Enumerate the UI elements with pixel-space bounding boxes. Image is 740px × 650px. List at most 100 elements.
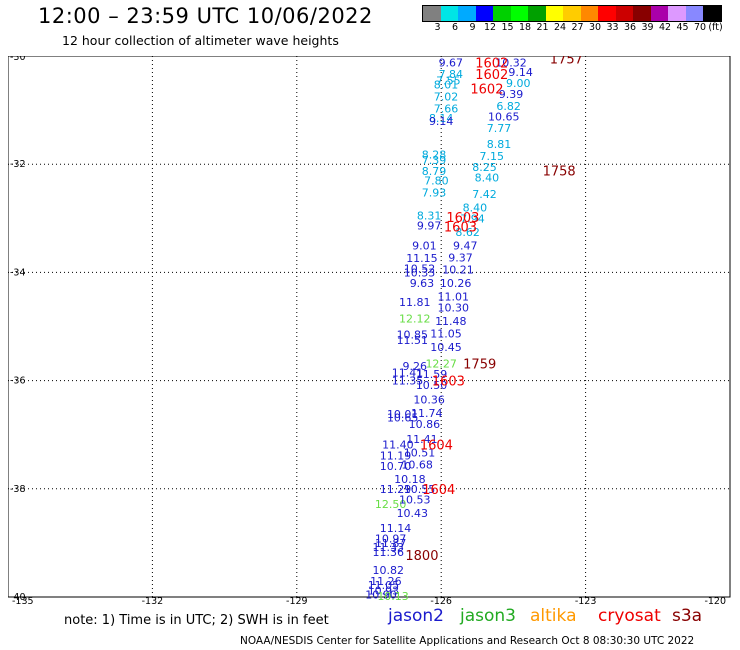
wave-height-value: 8.40	[463, 201, 488, 214]
color-swatch	[615, 6, 633, 21]
wave-height-value: 10.50	[416, 379, 448, 392]
color-swatch	[440, 6, 458, 21]
color-scale-label: 39	[641, 22, 654, 33]
wave-height-value: 8.31	[417, 210, 442, 223]
wave-height-value: 8.62	[455, 226, 480, 239]
page-subtitle: 12 hour collection of altimeter wave hei…	[62, 33, 339, 48]
color-scale-label: 45	[676, 22, 689, 33]
latitude-tick-label: -32	[10, 159, 26, 170]
color-scale-label: 30	[588, 22, 602, 33]
wave-height-value: 12.27	[425, 357, 457, 370]
color-swatch	[668, 6, 686, 21]
pass-time-labels: 1602160216021757175816031603175916031604…	[405, 56, 582, 564]
pass-time-value: 1800	[405, 549, 438, 564]
wave-height-value: 10.21	[442, 264, 474, 277]
color-swatch	[545, 6, 563, 21]
wave-height-value: 11.87	[375, 537, 407, 550]
wave-height-value: 7.55	[436, 74, 461, 87]
wave-height-value: 10.26	[440, 277, 472, 290]
legend-item-cryosat: cryosat	[598, 606, 661, 626]
wave-height-value: 10.97	[375, 533, 407, 546]
wave-height-value: 9.63	[410, 277, 435, 290]
pass-time-value: 1758	[543, 165, 576, 180]
wave-height-value: 10.65	[387, 411, 419, 424]
pass-time-value: 1603	[432, 375, 465, 390]
pass-time-value: 1604	[422, 483, 455, 498]
pass-time-value: 1602	[475, 68, 508, 83]
color-scale-label: 27	[571, 22, 584, 33]
legend-item-altika: altika	[530, 606, 577, 626]
wave-height-value: 11.81	[399, 296, 431, 309]
wave-height-value: 10.45	[430, 341, 462, 354]
wave-height-value: 10.52	[404, 263, 436, 276]
wave-height-value: 11.26	[370, 575, 402, 588]
wave-height-value: 11.51	[397, 334, 429, 347]
color-swatch	[510, 6, 528, 21]
color-swatch	[650, 6, 668, 21]
wave-height-value: 7.39	[422, 154, 447, 167]
wave-height-value: 10.90	[365, 588, 397, 601]
wave-height-value: 9.14	[429, 115, 454, 128]
wave-height-value: 10.32	[495, 56, 527, 69]
wave-height-value: 10.65	[488, 111, 520, 124]
page-title: 12:00 – 23:59 UTC 10/06/2022	[38, 4, 373, 28]
latitude-tick-label: -40	[10, 592, 26, 603]
wave-height-value: 9.01	[412, 239, 437, 252]
wave-height-value: 11.36	[373, 546, 405, 559]
pass-time-value: 1757	[550, 56, 583, 68]
color-scale-label: 9	[469, 22, 476, 33]
wave-height-value: 11.74	[411, 407, 443, 420]
wave-height-value: 8.14	[429, 112, 454, 125]
latitude-tick-label: -34	[10, 267, 26, 278]
color-scale-label: 36	[623, 22, 637, 33]
wave-height-value: 11.14	[380, 522, 412, 535]
graticule	[8, 56, 730, 597]
pass-time-value: 1603	[444, 220, 477, 235]
color-scale-label: (ft)	[708, 22, 723, 33]
color-swatch	[458, 6, 476, 21]
color-swatch	[703, 6, 721, 21]
color-swatch	[423, 6, 441, 21]
color-scale-label: 6	[451, 22, 459, 33]
wave-height-value: 10.33	[404, 266, 436, 279]
wave-height-map: -135 -132 -129 -126 -123 -120 -30 -32 -34 -36 -38 -…	[8, 56, 731, 606]
legend-item-jason3: jason3	[460, 606, 516, 626]
wave-height-value: 11.41	[406, 433, 438, 446]
wave-height-value: 9.47	[453, 239, 478, 252]
pass-time-value: 1603	[446, 211, 479, 226]
wave-height-value: 8.40	[475, 172, 500, 185]
wave-height-value: 8.25	[472, 161, 497, 174]
color-scale-label: 42	[658, 22, 672, 33]
wave-height-value: 7.94	[460, 212, 485, 225]
color-scale-label: 18	[518, 22, 532, 33]
wave-height-value: 11.19	[380, 449, 412, 462]
latitude-tick-label: -36	[10, 376, 26, 387]
wave-height-value: 10.01	[387, 408, 419, 421]
wave-height-value: 11.35	[392, 375, 424, 388]
wave-height-value: 11.48	[435, 315, 467, 328]
color-swatch	[475, 6, 493, 21]
wave-height-value: 11.05	[368, 579, 400, 592]
wave-height-value: 11.40	[382, 438, 414, 451]
wave-height-value: 11.05	[430, 328, 462, 341]
color-swatch	[685, 6, 703, 21]
longitude-tick-label: -129	[286, 596, 308, 606]
wave-height-value: 8.79	[422, 165, 447, 178]
footer-note: note: 1) Time is in UTC; 2) SWH is in fe…	[64, 613, 329, 628]
wave-height-value: 11.59	[416, 368, 448, 381]
wave-height-value: 9.26	[402, 360, 427, 373]
wave-height-value: 7.15	[479, 150, 504, 163]
wave-height-value: 12.12	[399, 312, 431, 325]
pass-time-value: 1604	[420, 438, 453, 453]
color-scale-bar	[422, 5, 722, 22]
wave-height-value: 8.81	[487, 138, 512, 151]
wave-height-value: 11.29	[380, 483, 412, 496]
color-scale-labels: 3 6 9 12 15 18 21 24 27 30 33 36 39 42 45 70 (ft)	[422, 22, 732, 34]
wave-height-value: 10.13	[377, 590, 409, 603]
color-scale-label: 24	[553, 22, 567, 33]
pass-time-value: 1759	[463, 357, 496, 372]
wave-height-value: 9.67	[439, 56, 464, 69]
color-swatch	[528, 6, 546, 21]
wave-height-value: 7.66	[434, 102, 459, 115]
footer-credit: NOAA/NESDIS Center for Satellite Applica…	[240, 635, 695, 647]
